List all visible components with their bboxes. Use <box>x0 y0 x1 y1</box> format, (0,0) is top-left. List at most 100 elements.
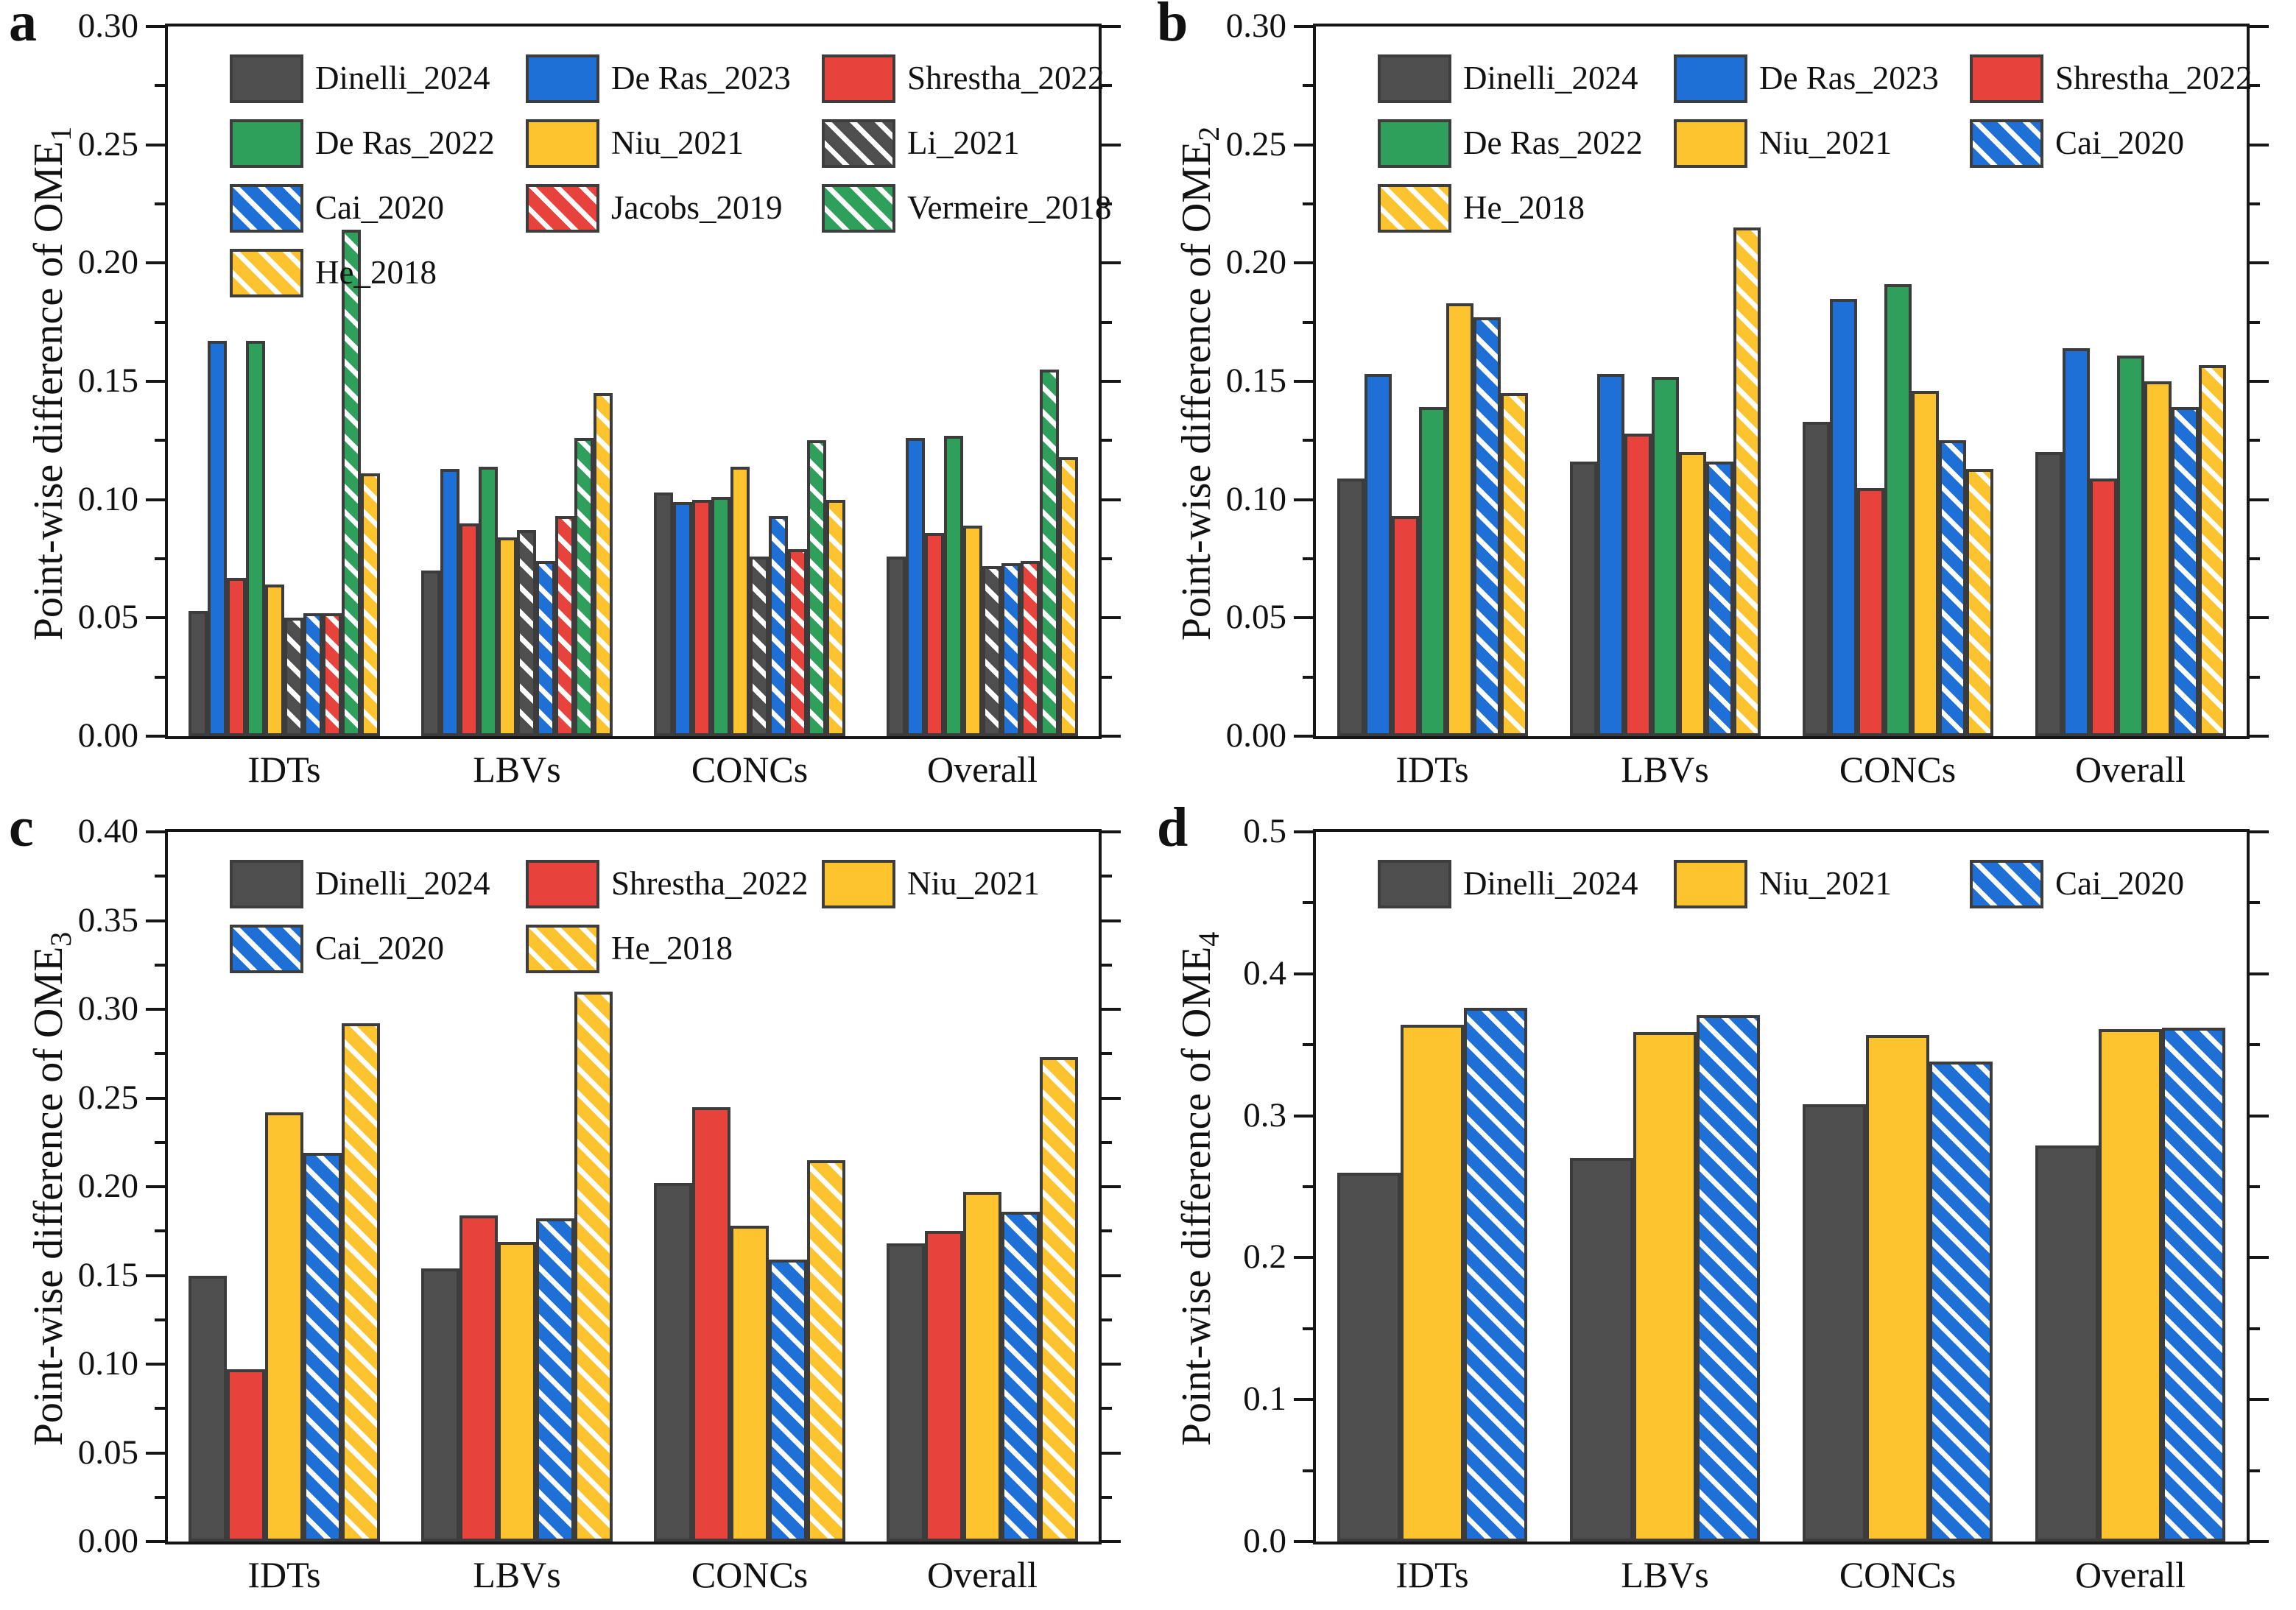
bar-Dinelli_2024-Overall <box>887 1243 925 1542</box>
bar-Cai_2020-CONCs <box>769 1260 807 1542</box>
legend-label: Niu_2021 <box>1759 865 1892 902</box>
y-minor-tick-left <box>1303 901 1313 905</box>
legend-swatch-De Ras_2023 <box>526 54 599 103</box>
bar-Niu_2021-LBVs <box>498 537 517 736</box>
y-major-tick-left <box>1294 261 1313 265</box>
y-minor-tick-right <box>1102 557 1112 560</box>
y-minor-tick-right <box>2250 901 2260 905</box>
x-category-label: Overall <box>927 1554 1038 1595</box>
legend-swatch-Dinelli_2024 <box>230 860 303 908</box>
y-major-tick-right <box>1102 380 1121 383</box>
legend-label: Shrestha_2022 <box>907 60 1105 96</box>
legend-label: De Ras_2023 <box>611 60 791 96</box>
bar-Shrestha_2022-CONCs <box>692 1107 730 1542</box>
bar-Shrestha_2022-IDTs <box>1392 516 1419 736</box>
y-major-tick-right <box>1102 1451 1121 1455</box>
bar-Jacobs_2019-LBVs <box>555 516 574 736</box>
bar-Cai_2020-Overall <box>2172 407 2199 736</box>
bar-Niu_2021-Overall <box>963 1192 1001 1542</box>
bar-Vermeire_2018-Overall <box>1040 370 1059 736</box>
bar-De Ras_2022-Overall <box>944 436 963 736</box>
bar-Niu_2021-LBVs <box>1679 452 1706 736</box>
bar-Dinelli_2024-LBVs <box>421 571 440 736</box>
y-tick-label: 0.10 <box>77 1344 138 1383</box>
y-minor-tick-left <box>155 1495 165 1499</box>
x-category-label: LBVs <box>1621 1554 1709 1595</box>
bar-Cai_2020-LBVs <box>536 561 555 736</box>
legend-swatch-Dinelli_2024 <box>1378 54 1451 103</box>
y-tick-label: 0.25 <box>77 124 138 163</box>
y-tick-label: 0.5 <box>1243 812 1286 850</box>
y-minor-tick-left <box>1303 557 1313 560</box>
legend-swatch-Niu_2021 <box>822 860 895 908</box>
legend-swatch-Jacobs_2019 <box>526 184 599 233</box>
legend-label: Niu_2021 <box>1759 124 1892 161</box>
y-minor-tick-right <box>1102 675 1112 679</box>
y-major-tick-left <box>1294 830 1313 833</box>
bar-Jacobs_2019-Overall <box>1021 561 1040 736</box>
plot-area: Dinelli_2024 De Ras_2023 Shrestha_2022 De R… <box>165 24 1111 739</box>
y-minor-tick-right <box>1102 1495 1112 1499</box>
bar-De Ras_2023-IDTs <box>208 341 227 736</box>
legend-swatch-He_2018 <box>1378 184 1451 233</box>
x-category-label: Overall <box>927 749 1038 790</box>
bar-Dinelli_2024-LBVs <box>1570 1158 1633 1542</box>
y-minor-tick-right <box>1102 1140 1112 1144</box>
y-tick-label: 0.35 <box>77 900 138 939</box>
y-tick-label: 0.20 <box>1225 243 1286 282</box>
panel-b: b Point-wise difference of OME2 Dinelli_… <box>1148 0 2296 805</box>
y-major-tick-right <box>2250 25 2269 28</box>
bar-Vermeire_2018-LBVs <box>574 438 594 736</box>
y-minor-tick-right <box>1102 1052 1112 1056</box>
y-major-tick-right <box>1102 616 1121 620</box>
legend-swatch-Niu_2021 <box>1674 860 1747 908</box>
bar-Cai_2020-LBVs <box>1697 1015 1760 1542</box>
legend-swatch-Shrestha_2022 <box>526 860 599 908</box>
y-major-tick-right <box>1102 1363 1121 1366</box>
legend-swatch-He_2018 <box>526 925 599 973</box>
y-tick-label: 0.15 <box>77 1255 138 1294</box>
bar-Cai_2020-IDTs <box>303 1153 342 1542</box>
y-major-tick-left <box>1294 143 1313 146</box>
x-category-label: IDTs <box>1395 749 1469 790</box>
y-major-tick-right <box>2250 1540 2269 1543</box>
bar-Niu_2021-Overall <box>2099 1029 2162 1542</box>
x-category-label: Overall <box>2075 749 2186 790</box>
y-major-tick-right <box>2250 1398 2269 1402</box>
bar-He_2018-CONCs <box>826 500 845 736</box>
y-major-tick-right <box>2250 380 2269 383</box>
legend-label: Dinelli_2024 <box>315 60 490 96</box>
y-minor-tick-left <box>1303 675 1313 679</box>
bar-Dinelli_2024-LBVs <box>421 1268 459 1542</box>
legend-label: Cai_2020 <box>315 189 444 226</box>
y-minor-tick-left <box>1303 1327 1313 1330</box>
y-major-tick-left <box>146 143 165 146</box>
y-tick-label: 0.10 <box>77 479 138 518</box>
y-tick-label: 0.30 <box>77 7 138 45</box>
y-major-tick-left <box>146 1185 165 1188</box>
y-minor-tick-left <box>155 1140 165 1144</box>
y-major-tick-right <box>2250 498 2269 501</box>
y-major-tick-right <box>1102 261 1121 265</box>
bar-Shrestha_2022-IDTs <box>227 1369 265 1542</box>
y-major-tick-left <box>1294 1256 1313 1260</box>
legend-label: Dinelli_2024 <box>315 865 490 902</box>
bar-Jacobs_2019-IDTs <box>323 613 342 736</box>
y-major-tick-left <box>146 25 165 28</box>
x-category-label: IDTs <box>247 1554 321 1595</box>
y-tick-label: 0.05 <box>1225 598 1286 637</box>
bar-De Ras_2023-LBVs <box>440 469 459 736</box>
y-minor-tick-right <box>2250 202 2260 205</box>
legend-swatch-De Ras_2023 <box>1674 54 1747 103</box>
bar-Cai_2020-CONCs <box>1929 1062 1993 1542</box>
legend-swatch-Li_2021 <box>822 119 895 168</box>
legend-label: De Ras_2022 <box>315 124 495 161</box>
y-major-tick-right <box>1102 1096 1121 1100</box>
y-tick-label: 0.00 <box>1225 716 1286 755</box>
y-major-tick-left <box>146 735 165 738</box>
y-tick-label: 0.05 <box>77 1433 138 1472</box>
bar-Dinelli_2024-IDTs <box>189 611 208 736</box>
plot-area: Dinelli_2024 Niu_2021 Cai_2020 <box>1313 829 2250 1544</box>
bar-Shrestha_2022-LBVs <box>459 523 479 736</box>
y-major-tick-left <box>146 1363 165 1366</box>
